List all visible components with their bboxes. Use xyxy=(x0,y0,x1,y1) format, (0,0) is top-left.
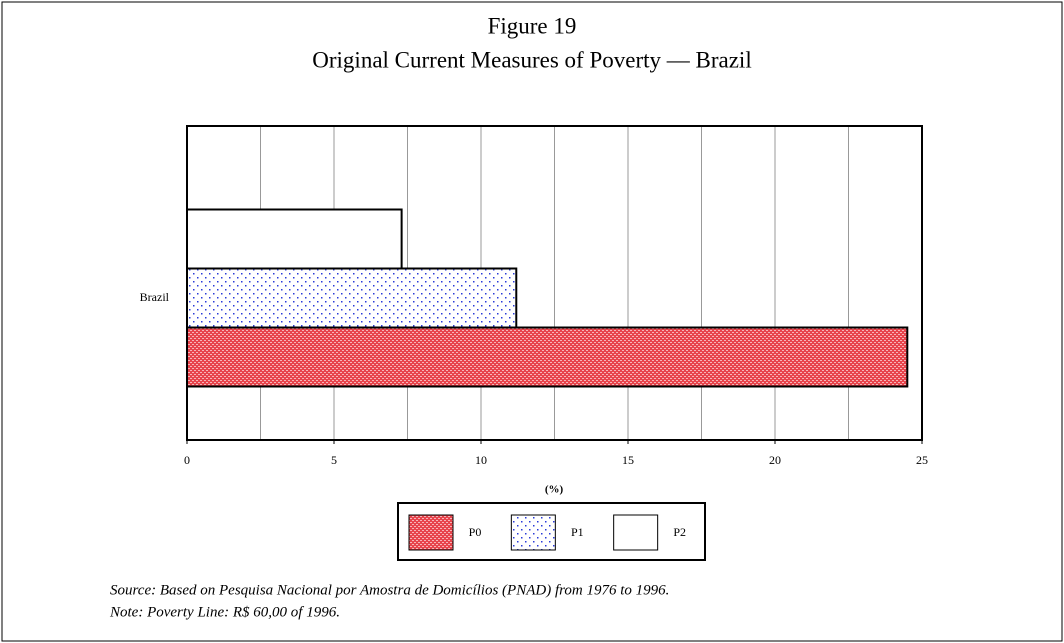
poverty-note: Note: Poverty Line: R$ 60,00 of 1996. xyxy=(109,604,340,620)
y-tick-label: Brazil xyxy=(140,290,170,304)
legend-label: P1 xyxy=(571,525,584,539)
x-tick-label: 15 xyxy=(622,453,634,467)
bar xyxy=(186,208,403,270)
source-note: Source: Based on Pesquisa Nacional por A… xyxy=(110,582,669,598)
plot-border xyxy=(186,125,923,441)
x-tick-label: 10 xyxy=(475,453,487,467)
legend-label: P0 xyxy=(469,525,482,539)
legend-swatch xyxy=(408,514,454,551)
legend-swatch xyxy=(613,514,659,551)
bar xyxy=(186,267,518,329)
x-tick-label: 5 xyxy=(331,453,337,467)
bar xyxy=(186,326,909,388)
x-tick-label: 25 xyxy=(916,453,928,467)
legend-label: P2 xyxy=(673,525,686,539)
chart-title: Figure 19 xyxy=(488,13,577,38)
x-axis-label: (%) xyxy=(545,484,564,496)
x-tick-label: 20 xyxy=(769,453,781,467)
legend-swatch xyxy=(510,514,556,551)
chart-subtitle: Original Current Measures of Poverty — B… xyxy=(312,47,751,72)
x-tick-label: 0 xyxy=(184,453,190,467)
